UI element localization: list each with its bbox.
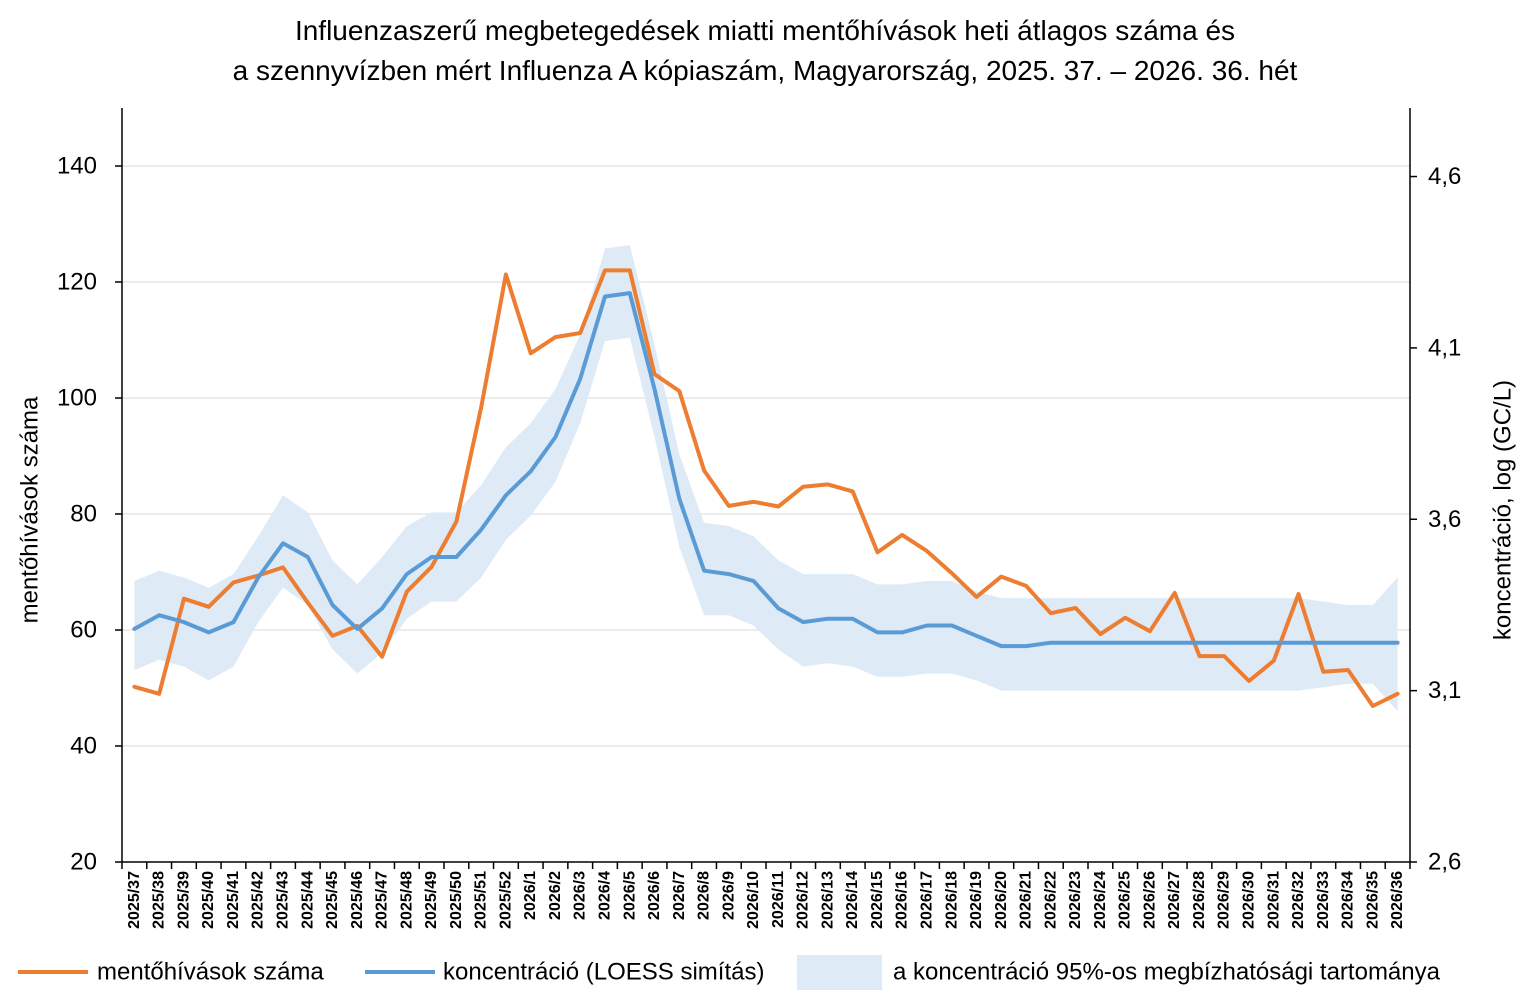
x-tick-label: 2026/25 <box>1117 871 1134 929</box>
x-tick-label: 2026/26 <box>1141 871 1158 929</box>
legend-item-concentration: koncentráció (LOESS simítás) <box>365 959 764 986</box>
x-tick-label: 2026/8 <box>696 871 713 920</box>
x-tick-label: 2026/17 <box>919 871 936 929</box>
concentration-series-line <box>132 291 1400 649</box>
series-layer <box>132 268 1400 708</box>
x-tick-label: 2026/3 <box>572 871 589 920</box>
legend-swatch-confidence-band <box>797 955 882 990</box>
y-left-tick-label: 20 <box>70 849 97 876</box>
x-tick-label: 2026/6 <box>646 871 663 920</box>
x-tick-label: 2026/35 <box>1364 871 1381 929</box>
x-tick-label: 2026/14 <box>844 871 861 929</box>
x-tick-label: 2025/49 <box>423 871 440 929</box>
chart-title: Influenzaszerű megbetegedések miatti men… <box>233 15 1298 86</box>
y-right-ticks: 2,6 3,1 3,6 4,1 4,6 <box>1410 163 1461 876</box>
x-tick-label: 2026/28 <box>1191 871 1208 929</box>
x-tick-label: 2026/12 <box>795 871 812 929</box>
axes <box>121 108 1411 863</box>
y-right-tick-label: 3,6 <box>1428 506 1461 533</box>
legend-label-concentration: koncentráció (LOESS simítás) <box>443 959 764 986</box>
x-tick-label: 2026/21 <box>1018 871 1035 929</box>
y-right-tick-label: 4,1 <box>1428 334 1461 361</box>
x-tick-label: 2026/29 <box>1216 871 1233 929</box>
y-left-tick-label: 40 <box>70 733 97 760</box>
calls-series-line <box>132 268 1400 708</box>
x-tick-label: 2026/4 <box>597 871 614 920</box>
y-left-tick-label: 140 <box>57 153 97 180</box>
x-tick-label: 2026/31 <box>1265 871 1282 929</box>
x-tick-label: 2026/23 <box>1067 871 1084 929</box>
x-tick-label: 2026/32 <box>1290 871 1307 929</box>
x-tick-label: 2025/43 <box>275 871 292 929</box>
x-tick-label: 2026/33 <box>1315 871 1332 929</box>
x-tick-label: 2026/10 <box>745 871 762 929</box>
y-left-axis-title: mentőhívások száma <box>17 396 44 623</box>
x-tick-label: 2025/48 <box>398 871 415 929</box>
legend: mentőhívások száma koncentráció (LOESS s… <box>18 955 1441 990</box>
x-tick-label: 2025/38 <box>151 871 168 929</box>
x-tick-label: 2026/1 <box>522 871 539 920</box>
legend-item-confidence-band: a koncentráció 95%-os megbízhatósági tar… <box>797 955 1441 990</box>
x-tick-label: 2025/42 <box>250 871 267 929</box>
x-tick-label: 2026/16 <box>894 871 911 929</box>
confidence-band-area <box>134 245 1398 712</box>
legend-label-calls: mentőhívások száma <box>97 959 324 986</box>
legend-label-confidence-band: a koncentráció 95%-os megbízhatósági tar… <box>893 959 1441 986</box>
x-tick-label: 2026/27 <box>1166 871 1183 929</box>
x-tick-label: 2025/47 <box>374 871 391 929</box>
legend-item-calls: mentőhívások száma <box>18 959 324 986</box>
x-tick-label: 2026/36 <box>1389 871 1406 929</box>
x-tick-label: 2026/24 <box>1092 871 1109 929</box>
x-tick-label: 2025/44 <box>299 871 316 929</box>
y-right-tick-label: 2,6 <box>1428 849 1461 876</box>
x-tick-label: 2026/20 <box>993 871 1010 929</box>
x-tick-label: 2025/52 <box>497 871 514 929</box>
x-tick-label: 2026/18 <box>943 871 960 929</box>
chart-title-line-2: a szennyvízben mért Influenza A kópiaszá… <box>233 55 1298 86</box>
x-tick-label: 2025/51 <box>473 871 490 929</box>
y-left-tick-label: 80 <box>70 501 97 528</box>
confidence-band-layer <box>134 245 1398 712</box>
x-tick-label: 2025/46 <box>349 871 366 929</box>
x-tick-label: 2025/50 <box>448 871 465 929</box>
x-tick-label: 2026/15 <box>869 871 886 929</box>
y-left-tick-label: 60 <box>70 617 97 644</box>
y-right-tick-label: 4,6 <box>1428 163 1461 190</box>
x-tick-label: 2025/40 <box>200 871 217 929</box>
x-tick-label: 2026/13 <box>819 871 836 929</box>
x-tick-label: 2026/11 <box>770 871 787 928</box>
y-left-tick-label: 100 <box>57 385 97 412</box>
x-tick-label: 2026/7 <box>671 871 688 920</box>
y-right-axis-title: koncentráció, log (GC/L) <box>1490 380 1517 640</box>
x-tick-label: 2026/5 <box>621 871 638 920</box>
x-tick-label: 2025/41 <box>225 871 242 929</box>
x-tick-label: 2026/30 <box>1241 871 1258 929</box>
x-tick-label: 2025/37 <box>126 871 143 929</box>
x-tick-label: 2026/22 <box>1042 871 1059 929</box>
x-tick-label: 2026/2 <box>547 871 564 920</box>
chart-title-line-1: Influenzaszerű megbetegedések miatti men… <box>295 15 1235 46</box>
x-tick-label: 2026/9 <box>720 871 737 920</box>
x-ticks: 2025/37 2025/38 2025/39 2025/40 2025/41 2025/… <box>121 862 1411 929</box>
x-tick-label: 2025/39 <box>175 871 192 929</box>
x-tick-label: 2026/34 <box>1340 871 1357 929</box>
y-right-tick-label: 3,1 <box>1428 677 1461 704</box>
x-tick-label: 2026/19 <box>968 871 985 929</box>
x-tick-label: 2025/45 <box>324 871 341 929</box>
y-left-ticks: 20 40 60 80 100 120 140 <box>57 153 122 876</box>
y-left-tick-label: 120 <box>57 269 97 296</box>
